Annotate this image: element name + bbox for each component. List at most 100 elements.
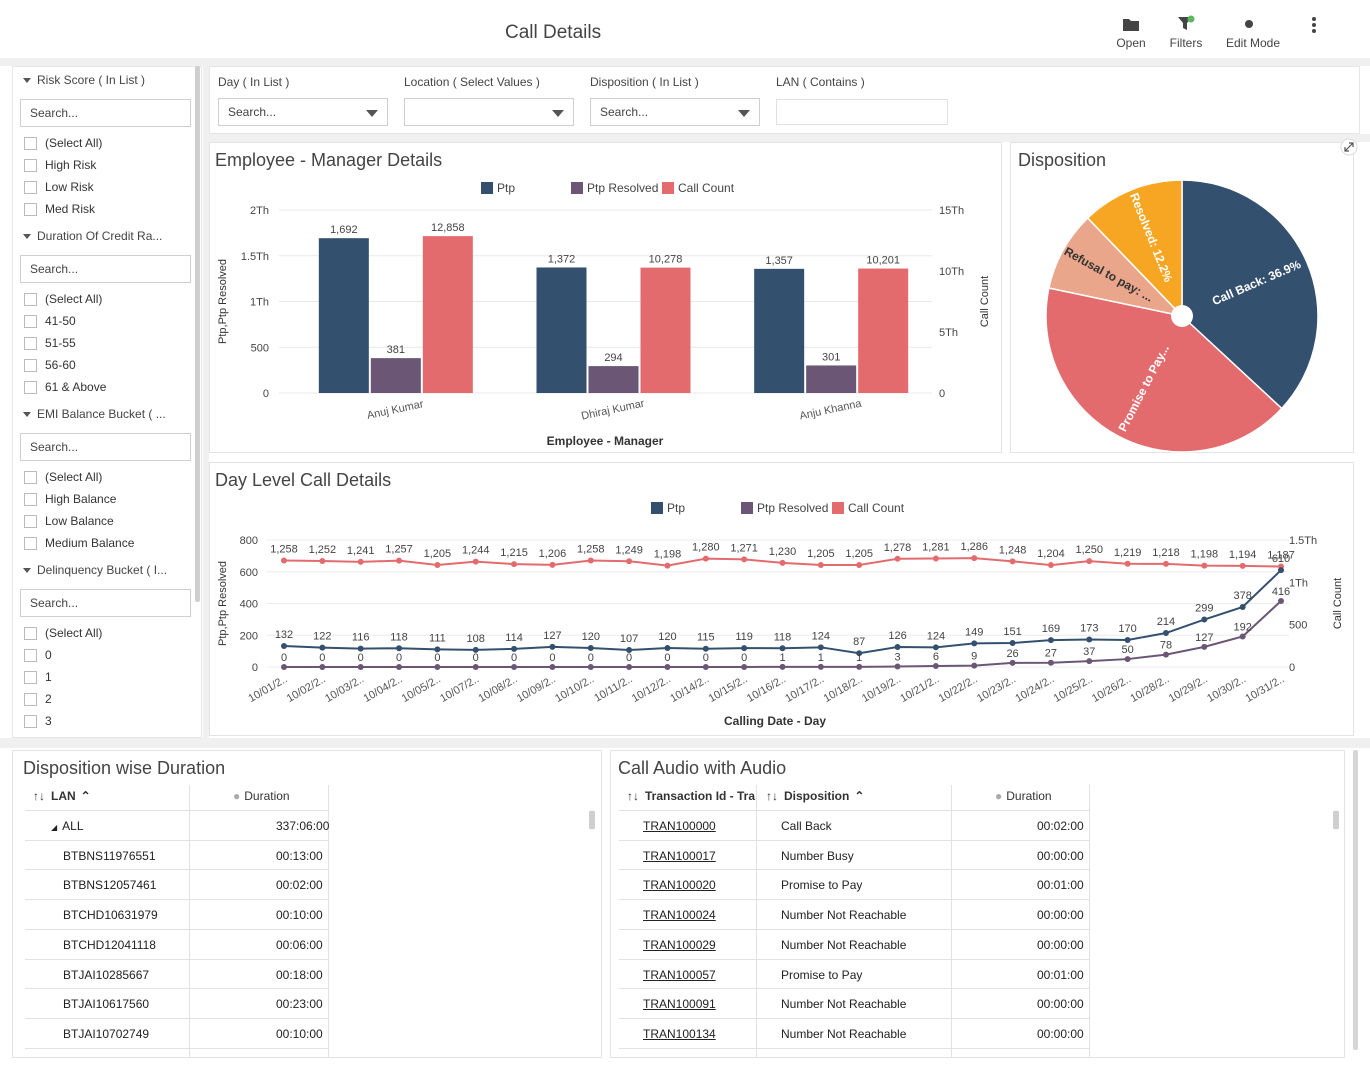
pie-slice[interactable] — [1181, 179, 1319, 410]
data-point[interactable] — [1239, 603, 1246, 610]
data-point[interactable] — [396, 557, 403, 564]
filter-option[interactable]: 2 — [24, 691, 52, 707]
bar[interactable] — [536, 267, 587, 393]
data-point[interactable] — [1047, 562, 1054, 569]
data-point[interactable] — [1124, 560, 1131, 567]
filter-option[interactable]: High Balance — [24, 491, 116, 507]
data-point[interactable] — [817, 561, 824, 568]
duration-column-header[interactable]: ● Duration — [233, 789, 290, 803]
data-point[interactable] — [1047, 659, 1054, 666]
filter-section-header[interactable]: Risk Score ( In List ) — [23, 73, 145, 87]
filter-section-header[interactable]: EMI Balance Bucket ( ... — [23, 407, 166, 421]
bar[interactable] — [370, 358, 421, 393]
checkbox[interactable] — [24, 514, 37, 528]
checkbox[interactable] — [24, 180, 37, 194]
checkbox[interactable] — [24, 158, 37, 172]
data-point[interactable] — [741, 556, 748, 563]
table-scrollbar[interactable] — [1333, 811, 1339, 829]
duration-column-header[interactable]: ● Duration — [995, 789, 1052, 803]
data-point[interactable] — [1278, 567, 1284, 574]
data-point[interactable] — [741, 645, 748, 652]
location-filter-dropdown[interactable] — [404, 98, 574, 126]
data-point[interactable] — [971, 640, 978, 647]
data-point[interactable] — [1162, 651, 1169, 658]
filter-option[interactable]: (Select All) — [24, 625, 102, 641]
data-point[interactable] — [319, 664, 326, 670]
filters-button[interactable]: Filters — [1166, 14, 1206, 50]
filter-option[interactable]: Low Balance — [24, 513, 114, 529]
data-point[interactable] — [779, 663, 786, 670]
data-point[interactable] — [779, 645, 786, 652]
data-point[interactable] — [1086, 558, 1093, 565]
data-point[interactable] — [549, 561, 556, 568]
data-point[interactable] — [626, 647, 633, 654]
all-row-label[interactable]: ◢ ALL — [51, 819, 84, 833]
filter-option[interactable]: Low Risk — [24, 179, 94, 195]
data-point[interactable] — [549, 643, 556, 650]
data-point[interactable] — [1086, 658, 1093, 665]
data-point[interactable] — [932, 663, 939, 670]
data-point[interactable] — [856, 650, 863, 657]
transaction-link[interactable]: TRAN100029 — [643, 937, 716, 952]
data-point[interactable] — [664, 644, 671, 651]
data-point[interactable] — [971, 662, 978, 669]
data-point[interactable] — [396, 645, 403, 652]
checkbox[interactable] — [24, 314, 37, 328]
checkbox[interactable] — [24, 626, 37, 640]
data-point[interactable] — [434, 561, 441, 568]
filter-option[interactable]: (Select All) — [24, 135, 102, 151]
disposition-filter-dropdown[interactable]: Search... — [590, 98, 760, 126]
transaction-link[interactable]: TRAN100091 — [643, 997, 716, 1012]
data-point[interactable] — [817, 663, 824, 670]
data-point[interactable] — [281, 643, 287, 650]
lan-column-header[interactable]: ↑↓ LAN ⌃ — [33, 789, 91, 803]
page-scrollbar[interactable] — [1353, 750, 1358, 1050]
lan-filter-input[interactable] — [776, 99, 948, 125]
filter-section-header[interactable]: Delinquency Bucket ( I... — [23, 563, 167, 577]
data-point[interactable] — [856, 663, 863, 670]
filter-search-input[interactable]: Search... — [20, 433, 191, 461]
checkbox[interactable] — [24, 536, 37, 550]
data-point[interactable] — [1009, 640, 1016, 647]
data-point[interactable] — [664, 664, 671, 670]
transaction-link[interactable]: TRAN100057 — [643, 967, 716, 982]
filter-option[interactable]: 1 — [24, 669, 52, 685]
checkbox[interactable] — [24, 202, 37, 216]
filter-search-input[interactable]: Search... — [20, 99, 191, 127]
data-point[interactable] — [971, 555, 978, 562]
open-button[interactable]: Open — [1113, 14, 1149, 50]
checkbox[interactable] — [24, 648, 37, 662]
checkbox[interactable] — [24, 380, 37, 394]
data-point[interactable] — [587, 644, 594, 651]
data-point[interactable] — [396, 664, 403, 670]
data-point[interactable] — [434, 664, 441, 670]
filter-option[interactable]: High Risk — [24, 157, 96, 173]
bar[interactable] — [640, 267, 691, 393]
data-point[interactable] — [1239, 562, 1246, 569]
checkbox[interactable] — [24, 136, 37, 150]
data-point[interactable] — [1201, 643, 1208, 650]
data-point[interactable] — [1201, 562, 1208, 569]
data-point[interactable] — [357, 664, 364, 670]
data-point[interactable] — [1278, 597, 1284, 604]
data-point[interactable] — [894, 555, 901, 562]
data-point[interactable] — [1124, 656, 1131, 663]
checkbox[interactable] — [24, 492, 37, 506]
data-point[interactable] — [472, 664, 479, 670]
data-point[interactable] — [1124, 637, 1131, 644]
data-point[interactable] — [1086, 636, 1093, 643]
pie-slice[interactable] — [1086, 179, 1183, 318]
data-point[interactable] — [281, 557, 287, 564]
data-point[interactable] — [1201, 616, 1208, 623]
filter-option[interactable]: Med Risk — [24, 201, 95, 217]
data-point[interactable] — [511, 645, 518, 652]
data-point[interactable] — [1047, 637, 1054, 644]
bar[interactable] — [422, 236, 473, 393]
data-point[interactable] — [702, 555, 709, 562]
bar[interactable] — [588, 366, 639, 393]
filter-option[interactable]: Medium Balance — [24, 535, 134, 551]
data-point[interactable] — [1239, 633, 1246, 640]
data-point[interactable] — [1009, 659, 1016, 666]
filter-option[interactable]: 56-60 — [24, 357, 76, 373]
data-point[interactable] — [319, 557, 326, 564]
